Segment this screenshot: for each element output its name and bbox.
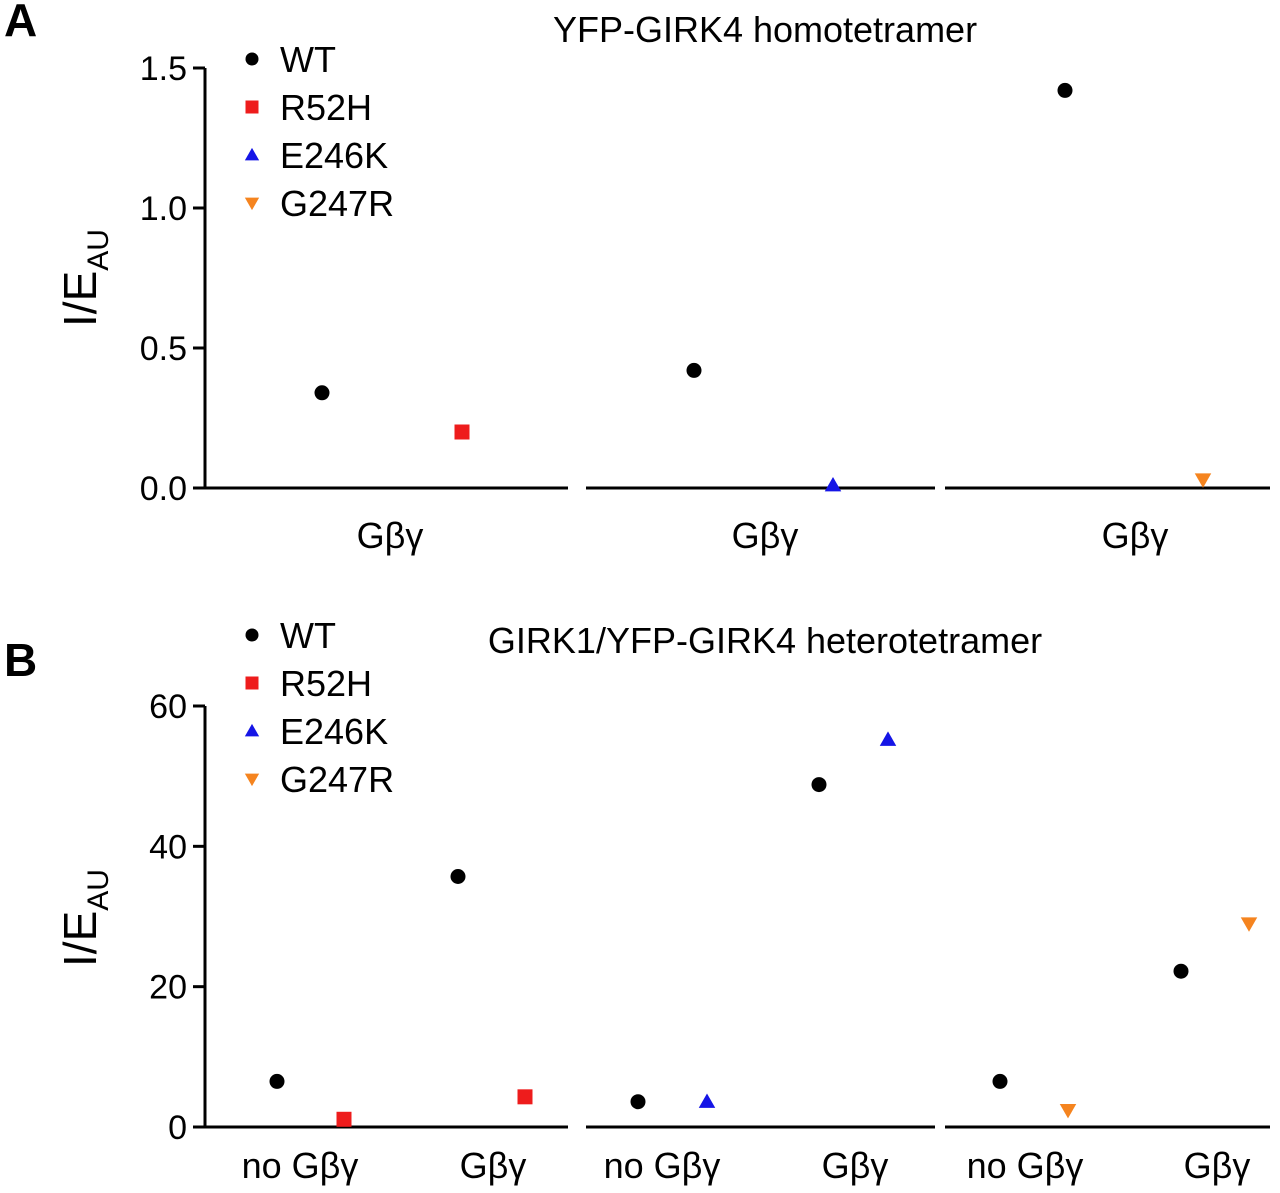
legend-marker-r52h [245, 100, 259, 114]
data-point-wt [811, 777, 827, 793]
y-tick-label: 0.0 [140, 470, 187, 508]
legend-label-g247r: G247R [280, 759, 394, 800]
panel-b: B GIRK1/YFP-GIRK4 heterotetramer 0 20 40 60 I/… [4, 615, 1270, 1186]
y-axis-label-sub: AU [82, 869, 115, 911]
data-point-e246k [698, 1093, 716, 1108]
x-category-label: no Gβγ [242, 1145, 359, 1186]
legend-label-r52h: R52H [280, 87, 372, 128]
data-point-wt [1173, 963, 1189, 979]
data-point-wt [992, 1073, 1008, 1089]
y-tick-label: 40 [149, 828, 187, 866]
x-category-label: Gβγ [357, 515, 424, 556]
x-category-label: no Gβγ [967, 1145, 1084, 1186]
legend-marker-g247r [244, 773, 260, 787]
y-tick-label: 20 [149, 969, 187, 1007]
y-tick-label: 1.5 [140, 50, 187, 88]
legend-label-e246k: E246K [280, 711, 388, 752]
legend-label-g247r: G247R [280, 183, 394, 224]
data-point-g247r [1240, 917, 1258, 932]
x-category-label: Gβγ [1184, 1145, 1251, 1186]
panel-a: A YFP-GIRK4 homotetramer 0.0 0.5 1.0 1.5 I/EAU… [4, 0, 1270, 556]
y-axis-label-main: I/E [54, 271, 106, 327]
data-point-g247r [1194, 473, 1212, 488]
y-axis-label-main: I/E [54, 911, 106, 967]
data-point-wt [686, 362, 702, 378]
x-category-label: Gβγ [732, 515, 799, 556]
data-point-wt [1057, 82, 1073, 98]
data-point-r52h [454, 424, 470, 440]
legend-marker-r52h [245, 676, 259, 690]
y-axis-label: I/EAU [54, 229, 115, 327]
data-point-wt [630, 1094, 646, 1110]
legend-marker-wt [245, 628, 259, 642]
x-category-label: Gβγ [1102, 515, 1169, 556]
legend-marker-e246k [244, 723, 260, 737]
x-category-label: Gβγ [460, 1145, 527, 1186]
chart-title: GIRK1/YFP-GIRK4 heterotetramer [488, 620, 1042, 661]
legend-label-r52h: R52H [280, 663, 372, 704]
chart-title: YFP-GIRK4 homotetramer [553, 9, 977, 50]
data-point-g247r [1059, 1103, 1077, 1119]
x-category-label: no Gβγ [604, 1145, 721, 1186]
y-tick-label: 0.5 [140, 330, 187, 368]
y-tick-label: 1.0 [140, 190, 187, 228]
legend-label-wt: WT [280, 615, 336, 656]
panel-letter: A [4, 0, 37, 46]
data-point-r52h [336, 1111, 352, 1127]
data-point-wt [269, 1073, 285, 1089]
y-axis-label-sub: AU [82, 229, 115, 271]
legend-label-wt: WT [280, 39, 336, 80]
legend-marker-wt [245, 52, 259, 66]
panel-letter: B [4, 634, 37, 686]
data-point-wt [450, 869, 466, 885]
legend-marker-g247r [244, 197, 260, 211]
y-tick-label: 60 [149, 688, 187, 726]
data-point-e246k [824, 476, 842, 492]
data-point-e246k [879, 731, 897, 746]
legend-marker-e246k [244, 147, 260, 161]
y-axis-label: I/EAU [54, 869, 115, 967]
y-tick-label: 0 [168, 1109, 187, 1147]
data-point-r52h [517, 1089, 533, 1105]
data-point-wt [314, 385, 330, 401]
x-category-label: Gβγ [822, 1145, 889, 1186]
legend-label-e246k: E246K [280, 135, 388, 176]
